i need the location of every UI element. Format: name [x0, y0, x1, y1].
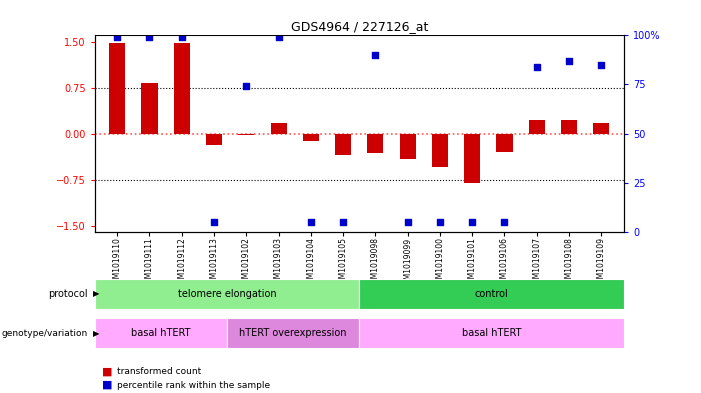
Bar: [206, 134, 222, 145]
Point: [337, 219, 348, 225]
Point: [564, 58, 575, 64]
Bar: [335, 134, 351, 155]
Point: [305, 219, 316, 225]
Text: ■: ■: [102, 366, 112, 376]
Text: protocol: protocol: [48, 289, 88, 299]
Point: [208, 219, 219, 225]
Point: [370, 52, 381, 58]
Text: ▶: ▶: [93, 329, 100, 338]
Bar: [95, 318, 227, 348]
Bar: [95, 279, 359, 309]
Bar: [593, 123, 609, 134]
Text: transformed count: transformed count: [117, 367, 201, 376]
Bar: [496, 134, 512, 152]
Bar: [227, 318, 360, 348]
Text: ▶: ▶: [93, 289, 100, 298]
Bar: [109, 43, 125, 134]
Text: genotype/variation: genotype/variation: [1, 329, 88, 338]
Bar: [359, 318, 624, 348]
Point: [402, 219, 414, 225]
Point: [596, 62, 607, 68]
Point: [531, 64, 543, 70]
Bar: [238, 134, 254, 136]
Point: [273, 34, 284, 40]
Text: hTERT overexpression: hTERT overexpression: [239, 328, 347, 338]
Text: basal hTERT: basal hTERT: [131, 328, 191, 338]
Bar: [400, 134, 416, 160]
Bar: [464, 134, 480, 183]
Point: [499, 219, 510, 225]
Point: [176, 34, 187, 40]
Point: [435, 219, 446, 225]
Point: [111, 34, 123, 40]
Bar: [359, 279, 624, 309]
Text: control: control: [475, 289, 508, 299]
Text: percentile rank within the sample: percentile rank within the sample: [117, 381, 270, 389]
Point: [144, 34, 155, 40]
Text: ■: ■: [102, 380, 112, 390]
Bar: [367, 134, 383, 153]
Text: telomere elongation: telomere elongation: [177, 289, 276, 299]
Bar: [432, 134, 448, 167]
Bar: [561, 120, 577, 134]
Point: [240, 83, 252, 90]
Point: [467, 219, 478, 225]
Bar: [174, 43, 190, 134]
Bar: [303, 134, 319, 141]
Bar: [142, 83, 158, 134]
Bar: [529, 120, 545, 134]
Title: GDS4964 / 227126_at: GDS4964 / 227126_at: [291, 20, 428, 33]
Bar: [271, 123, 287, 134]
Text: basal hTERT: basal hTERT: [462, 328, 522, 338]
